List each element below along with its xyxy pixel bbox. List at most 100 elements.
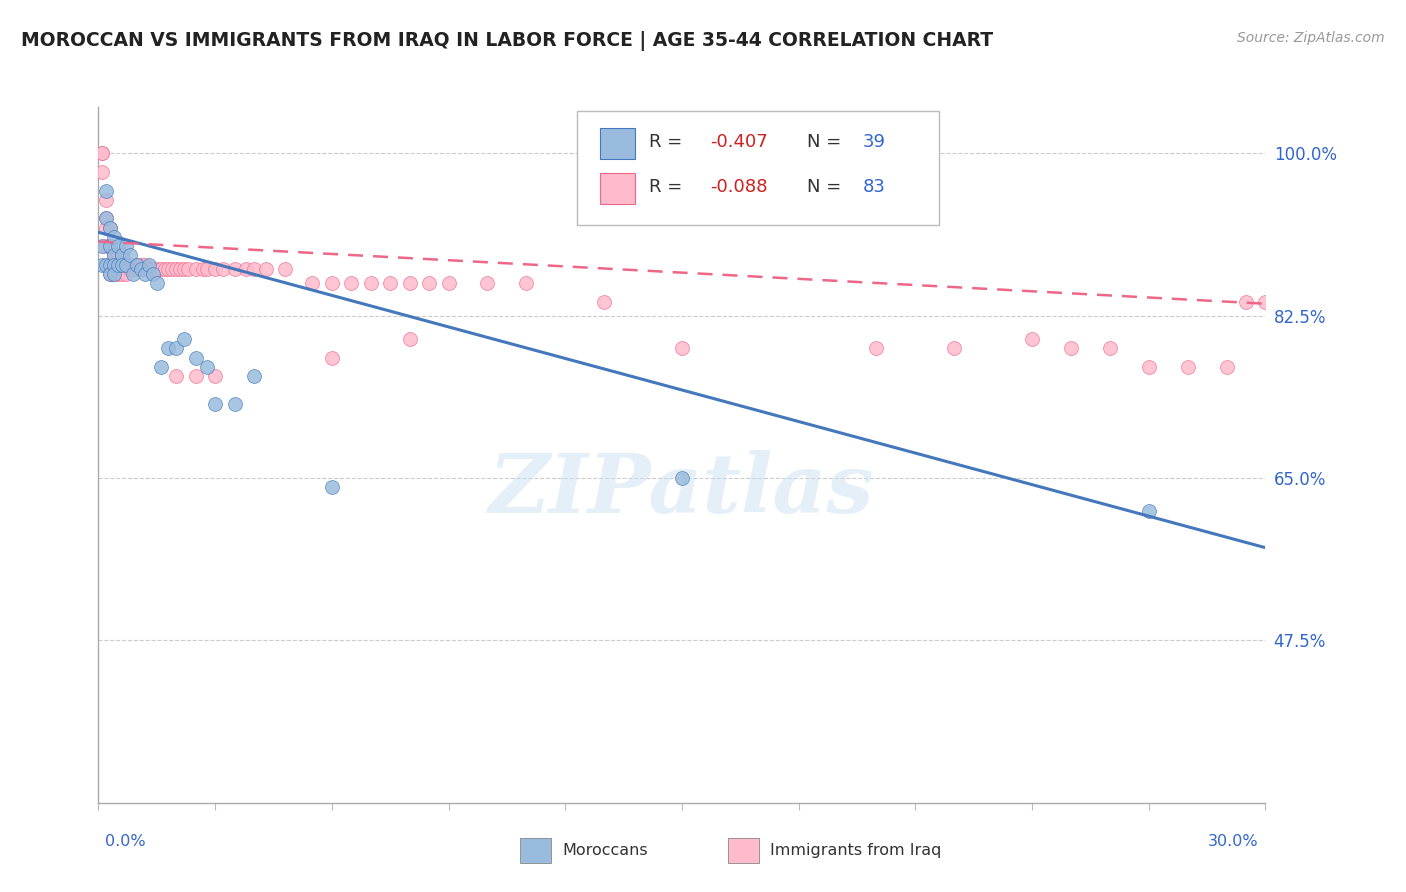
Point xyxy=(437,277,460,291)
Point xyxy=(96,193,118,207)
Text: -0.407: -0.407 xyxy=(710,133,768,151)
Point xyxy=(162,262,184,277)
Point xyxy=(184,262,207,277)
Point xyxy=(193,262,215,277)
Point xyxy=(111,262,134,277)
Point xyxy=(1137,503,1160,517)
Point xyxy=(114,262,136,277)
Bar xyxy=(600,128,636,159)
Point xyxy=(1060,341,1083,355)
Point xyxy=(243,262,266,277)
Text: 0.0%: 0.0% xyxy=(105,834,146,849)
Point xyxy=(96,211,118,226)
Point xyxy=(129,258,152,272)
Point xyxy=(114,258,136,272)
Point xyxy=(127,262,149,277)
Point xyxy=(1215,359,1237,374)
Point xyxy=(380,277,402,291)
Point xyxy=(418,277,440,291)
Point xyxy=(114,239,136,253)
Point xyxy=(235,262,257,277)
Point xyxy=(138,262,160,277)
Point xyxy=(274,262,297,277)
Point xyxy=(129,262,152,277)
Point xyxy=(153,262,176,277)
Point xyxy=(134,262,156,277)
Point xyxy=(98,267,121,281)
Point xyxy=(477,277,499,291)
Point xyxy=(98,258,121,272)
Point xyxy=(91,165,114,179)
Point xyxy=(103,248,125,262)
Point xyxy=(224,262,246,277)
Point xyxy=(134,258,156,272)
Point xyxy=(107,248,129,262)
Point xyxy=(165,369,187,384)
Point xyxy=(96,258,118,272)
Point xyxy=(127,258,149,272)
Point xyxy=(301,277,323,291)
Text: N =: N = xyxy=(807,133,846,151)
Point xyxy=(184,369,207,384)
Text: Source: ZipAtlas.com: Source: ZipAtlas.com xyxy=(1237,31,1385,45)
Text: 39: 39 xyxy=(863,133,886,151)
Point xyxy=(98,267,121,281)
Point xyxy=(98,239,121,253)
Text: ZIPatlas: ZIPatlas xyxy=(489,450,875,530)
Point xyxy=(671,471,693,485)
Point xyxy=(224,397,246,411)
Point xyxy=(1254,294,1277,309)
Point xyxy=(1098,341,1121,355)
Point xyxy=(107,267,129,281)
Point xyxy=(98,220,121,235)
Point xyxy=(96,220,118,235)
Point xyxy=(398,277,420,291)
Point xyxy=(177,262,200,277)
Point xyxy=(515,277,537,291)
Point xyxy=(98,239,121,253)
Point xyxy=(118,262,141,277)
Point xyxy=(103,258,125,272)
Bar xyxy=(600,173,636,204)
Point xyxy=(142,262,165,277)
Point xyxy=(1177,359,1199,374)
Point xyxy=(103,267,125,281)
Point xyxy=(114,258,136,272)
Point xyxy=(398,332,420,346)
Point xyxy=(1274,294,1296,309)
Point xyxy=(1234,294,1257,309)
Text: R =: R = xyxy=(650,178,688,196)
Point xyxy=(96,211,118,226)
Text: -0.088: -0.088 xyxy=(710,178,768,196)
Point xyxy=(111,248,134,262)
Point xyxy=(96,239,118,253)
Point xyxy=(165,262,187,277)
Point xyxy=(98,220,121,235)
Point xyxy=(195,262,218,277)
Text: Immigrants from Iraq: Immigrants from Iraq xyxy=(770,844,942,858)
Point xyxy=(91,239,114,253)
Point xyxy=(204,369,226,384)
Point xyxy=(340,277,363,291)
Point xyxy=(149,262,172,277)
Point xyxy=(103,258,125,272)
Point xyxy=(129,262,152,277)
Text: Moroccans: Moroccans xyxy=(562,844,648,858)
Point xyxy=(122,267,145,281)
Point xyxy=(943,341,966,355)
Point xyxy=(204,262,226,277)
Point xyxy=(204,397,226,411)
Point xyxy=(111,258,134,272)
Point xyxy=(127,258,149,272)
Point xyxy=(157,262,180,277)
Text: MOROCCAN VS IMMIGRANTS FROM IRAQ IN LABOR FORCE | AGE 35-44 CORRELATION CHART: MOROCCAN VS IMMIGRANTS FROM IRAQ IN LABO… xyxy=(21,31,993,51)
Point xyxy=(107,258,129,272)
Text: 30.0%: 30.0% xyxy=(1208,834,1258,849)
Point xyxy=(96,184,118,198)
Point xyxy=(321,480,343,494)
Point xyxy=(321,351,343,365)
Point xyxy=(1137,359,1160,374)
Point xyxy=(134,267,156,281)
Point xyxy=(360,277,382,291)
Point xyxy=(142,267,165,281)
